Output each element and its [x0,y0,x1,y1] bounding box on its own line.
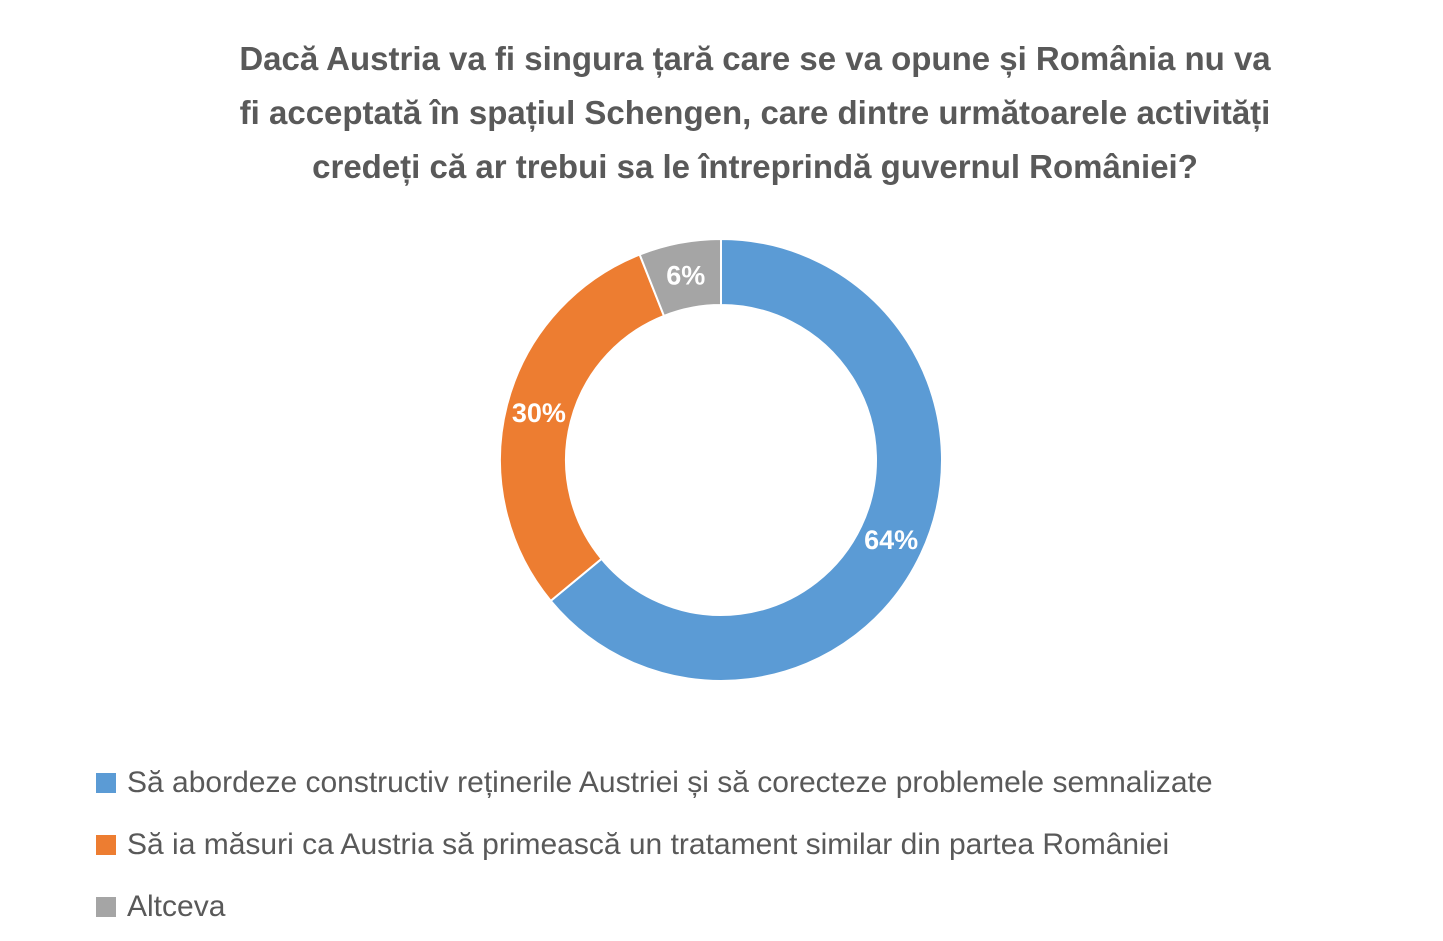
legend-label-constructive: Să abordeze constructiv reținerile Austr… [127,766,1213,799]
data-label-other: 6% [666,260,705,290]
legend-item-other: Altceva [96,876,1213,938]
chart-legend: Să abordeze constructiv reținerile Austr… [96,752,1213,938]
chart-title-line-2: fi acceptată în spațiul Schengen, care d… [239,94,1271,131]
chart-title-line-3: credeți că ar trebui sa le întreprindă g… [312,148,1198,185]
data-label-similar-treatment: 30% [512,398,566,428]
legend-label-similar-treatment: Să ia măsuri ca Austria să primească un … [127,828,1170,861]
chart-title-line-1: Dacă Austria va fi singura țară care se … [239,40,1271,77]
chart-title: Dacă Austria va fi singura țară care se … [100,32,1410,194]
donut-slice-other [638,237,722,318]
legend-item-constructive: Să abordeze constructiv reținerile Austr… [96,752,1213,814]
legend-swatch-other [96,897,116,917]
legend-swatch-constructive [96,773,116,793]
data-label-constructive: 64% [864,525,918,555]
donut-slice-similar-treatment [499,253,666,603]
legend-item-similar-treatment: Să ia măsuri ca Austria să primească un … [96,814,1213,876]
legend-label-other: Altceva [127,890,226,923]
legend-swatch-similar-treatment [96,835,116,855]
donut-slice-constructive [549,237,943,682]
